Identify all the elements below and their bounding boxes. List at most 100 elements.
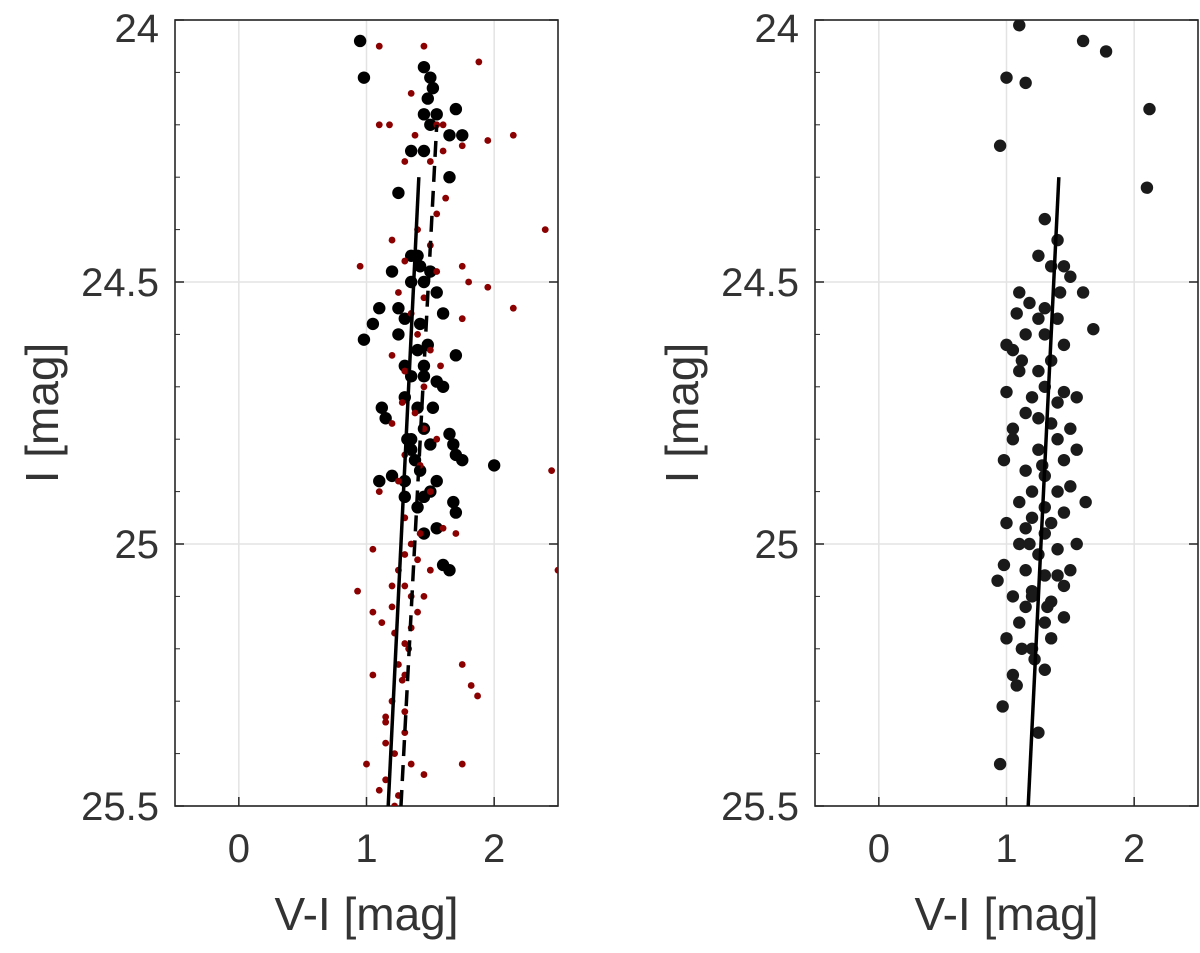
red-data-point xyxy=(458,142,466,150)
data-point xyxy=(424,118,437,131)
data-point xyxy=(1032,312,1045,325)
data-point xyxy=(392,302,405,315)
data-point xyxy=(1013,286,1026,299)
red-data-point xyxy=(475,58,483,66)
red-data-point xyxy=(388,603,396,611)
data-point xyxy=(443,171,456,184)
y-tick-label: 24 xyxy=(115,7,160,51)
y-tick-label: 24.5 xyxy=(721,261,799,305)
data-point xyxy=(1038,212,1052,226)
data-point xyxy=(1051,433,1064,446)
red-data-point xyxy=(509,304,517,312)
data-point xyxy=(379,412,392,425)
data-point xyxy=(1006,422,1020,435)
red-data-point xyxy=(458,315,466,323)
data-point xyxy=(1038,302,1052,315)
red-data-point xyxy=(442,194,450,202)
x-tick-label: 1 xyxy=(995,827,1017,871)
red-data-point xyxy=(452,530,460,537)
red-data-point xyxy=(420,294,428,302)
y-tick-label: 24.5 xyxy=(81,261,159,305)
data-point xyxy=(1064,422,1077,435)
red-data-point xyxy=(416,530,424,537)
red-data-point xyxy=(382,739,390,747)
red-data-point xyxy=(414,556,421,564)
data-point xyxy=(413,260,427,273)
red-data-point xyxy=(395,289,402,296)
red-data-point xyxy=(391,802,398,806)
red-data-point xyxy=(420,771,428,778)
red-data-point xyxy=(401,158,409,165)
data-point xyxy=(430,108,443,121)
data-point xyxy=(1041,600,1054,614)
data-point xyxy=(1038,501,1052,514)
data-point xyxy=(1013,495,1026,509)
data-point xyxy=(436,380,450,393)
red-data-point xyxy=(411,409,419,417)
data-point xyxy=(1006,433,1020,446)
red-data-point xyxy=(433,268,441,275)
y-tick-label: 25 xyxy=(115,523,160,567)
data-point xyxy=(1019,564,1032,577)
data-point xyxy=(1019,522,1032,535)
right-panel: 0 1 2 24 24.5 25 25.5 V-I [mag] I [mag] xyxy=(656,7,1199,940)
red-data-point xyxy=(474,692,481,700)
data-point xyxy=(1023,296,1036,310)
data-point xyxy=(366,317,380,331)
left-panel: 0 1 2 24 24.5 25 25.5 V-I [mag] I [mag] xyxy=(16,7,559,940)
red-data-point xyxy=(382,776,390,784)
y-axis-title: I [mag] xyxy=(656,343,708,484)
red-data-point xyxy=(386,121,393,129)
data-point xyxy=(1015,642,1029,655)
data-point xyxy=(1025,485,1039,498)
data-point xyxy=(1087,322,1100,336)
data-point xyxy=(1010,307,1023,320)
data-point xyxy=(1038,328,1052,341)
data-point xyxy=(449,349,463,362)
red-data-point xyxy=(378,619,386,626)
data-point xyxy=(424,71,437,84)
data-point xyxy=(426,81,440,95)
data-point xyxy=(1051,569,1064,582)
data-point xyxy=(1006,590,1020,603)
data-point xyxy=(1079,495,1092,509)
red-data-point xyxy=(458,760,466,768)
data-point xyxy=(1038,663,1052,676)
data-point xyxy=(1057,506,1071,519)
data-point xyxy=(413,317,427,331)
y-tick-label: 25.5 xyxy=(81,785,159,829)
fit-line-dashed xyxy=(399,124,439,806)
data-point xyxy=(430,474,443,488)
data-point xyxy=(1023,537,1036,551)
data-point xyxy=(1070,537,1083,551)
data-point xyxy=(426,401,440,414)
data-point xyxy=(373,302,386,315)
red-data-point xyxy=(398,399,406,406)
red-data-point xyxy=(375,488,383,495)
data-point xyxy=(456,129,469,142)
red-data-point xyxy=(407,89,415,97)
data-point xyxy=(996,700,1009,713)
red-data-point xyxy=(401,640,409,647)
red-data-point xyxy=(375,121,383,129)
red-data-point xyxy=(554,566,558,574)
data-point xyxy=(1025,511,1039,524)
data-point xyxy=(1013,364,1026,378)
red-data-point xyxy=(401,551,409,558)
red-data-point xyxy=(354,587,361,595)
data-point xyxy=(1057,385,1071,399)
data-point xyxy=(1064,270,1077,283)
data-point xyxy=(1013,20,1026,32)
data-point xyxy=(417,108,431,121)
fit-line-solid xyxy=(386,177,421,806)
data-point xyxy=(1013,537,1026,551)
data-point xyxy=(449,102,463,116)
data-point xyxy=(1140,181,1154,194)
data-point xyxy=(1057,579,1071,593)
red-data-point xyxy=(437,362,444,370)
red-data-point xyxy=(375,42,383,50)
data-point xyxy=(385,469,399,483)
x-tick-label: 0 xyxy=(228,827,250,871)
data-point xyxy=(1038,569,1052,582)
